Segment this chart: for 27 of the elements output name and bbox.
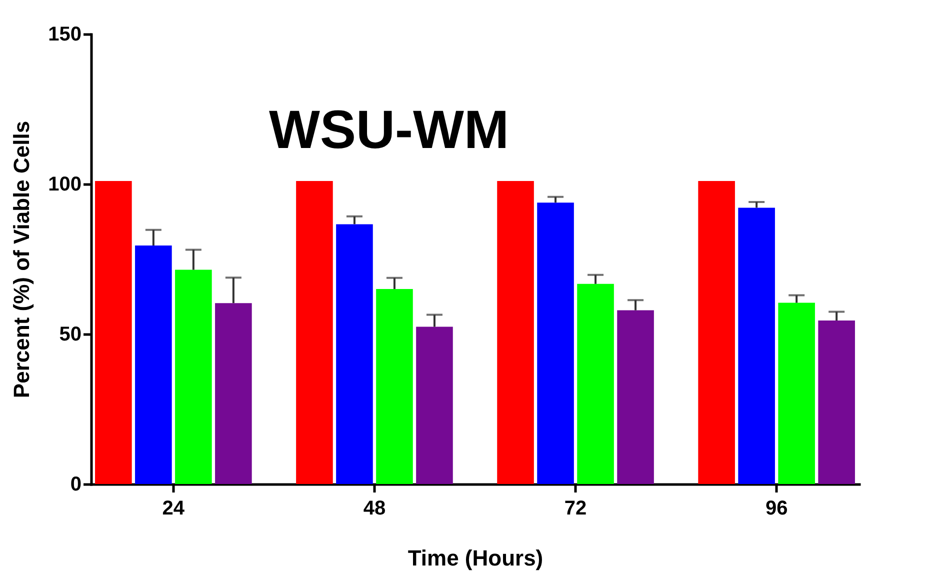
y-tick-label: 150 xyxy=(48,24,82,46)
y-tick-label: 100 xyxy=(48,174,82,196)
x-tick-label: 48 xyxy=(363,498,386,520)
y-axis-title: Percent (%) of Viable Cells xyxy=(9,120,34,398)
x-tick-label: 96 xyxy=(765,498,788,520)
bar xyxy=(617,310,654,484)
text: WSU-WM xyxy=(269,100,509,160)
x-tick-label: 72 xyxy=(564,498,587,520)
bar xyxy=(818,320,855,484)
bar xyxy=(778,302,815,484)
bar xyxy=(135,246,172,484)
bar xyxy=(738,208,775,484)
x-tick-label: 24 xyxy=(162,498,186,520)
bar xyxy=(215,303,252,484)
bar xyxy=(577,284,614,484)
bar xyxy=(336,224,373,484)
bar xyxy=(95,181,132,484)
bar xyxy=(698,181,735,484)
y-tick-label: 50 xyxy=(59,324,82,346)
bar xyxy=(497,181,534,484)
bar xyxy=(537,202,574,484)
bar xyxy=(296,181,333,484)
bar xyxy=(175,270,212,484)
x-axis-title: Time (Hours) xyxy=(408,546,544,570)
bar xyxy=(416,326,453,484)
bar xyxy=(376,289,413,484)
y-tick-label: 0 xyxy=(70,474,82,496)
